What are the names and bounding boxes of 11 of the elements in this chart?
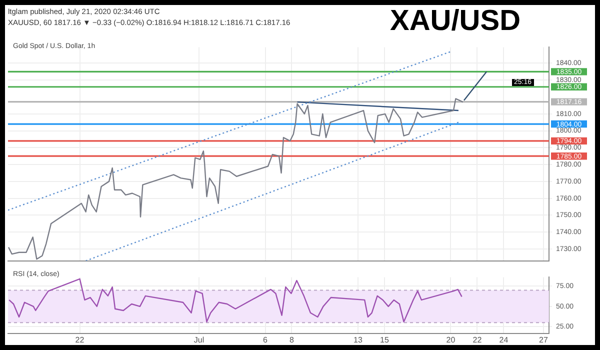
x-tick-label: 27 — [539, 335, 548, 344]
x-tick-label: Jul — [194, 335, 204, 344]
x-tick-label: 24 — [499, 335, 509, 344]
x-tick-label: 20 — [446, 335, 456, 344]
x-tick-label: 6 — [263, 335, 268, 344]
x-tick-label: 15 — [380, 335, 390, 344]
x-tick-label: 13 — [354, 335, 363, 344]
x-tick-label: 22 — [75, 335, 85, 344]
x-tick-label: 22 — [472, 335, 482, 344]
chart-title: XAU/USD — [390, 5, 521, 38]
x-tick-label: 8 — [290, 335, 295, 344]
